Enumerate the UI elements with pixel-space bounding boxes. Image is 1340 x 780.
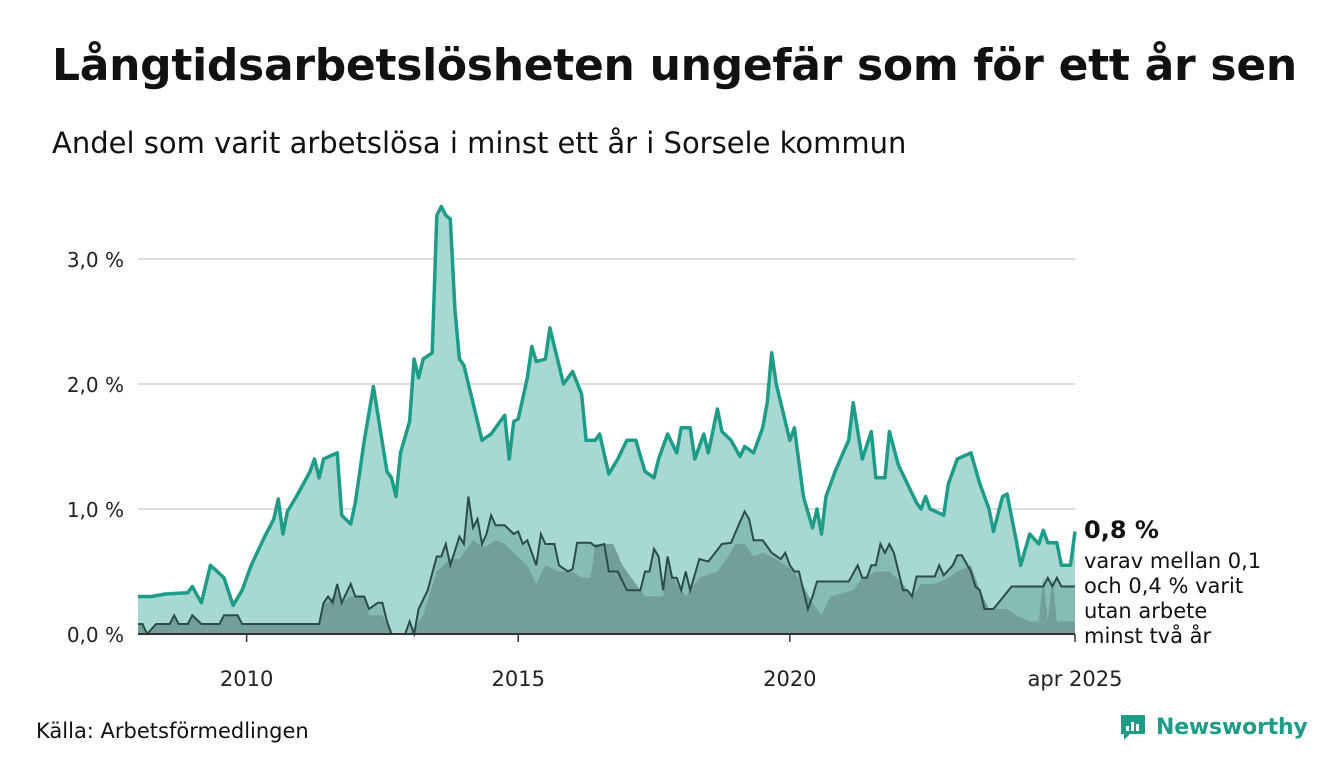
two-year-line (138, 496, 1075, 638)
x-tick-label: 2015 (492, 667, 545, 691)
x-tick-label: 2010 (220, 667, 273, 691)
y-tick-label: 0,0 % (67, 623, 124, 647)
end-annotation: 0,8 % varav mellan 0,1 och 0,4 % varit u… (1084, 516, 1261, 648)
annotation-line: och 0,4 % varit (1084, 574, 1243, 598)
annotation-line: varav mellan 0,1 (1084, 549, 1261, 573)
newsworthy-logo-icon (1121, 715, 1145, 740)
brand-name: Newsworthy (1156, 714, 1308, 740)
annotation-line: utan arbete (1084, 599, 1207, 623)
x-tick-label: apr 2025 (1028, 667, 1123, 691)
annotation-value-label: 0,8 % (1084, 516, 1159, 544)
axes: 2010 2015 2020 apr 2025 (138, 633, 1123, 691)
x-tick-label: 2020 (763, 667, 816, 691)
y-tick-label: 1,0 % (67, 498, 124, 522)
y-tick-label: 2,0 % (67, 373, 124, 397)
area-series (138, 204, 1077, 638)
source-note: Källa: Arbetsförmedlingen (36, 719, 309, 743)
brand-logo[interactable]: Newsworthy (1118, 712, 1308, 742)
chart-subtitle: Andel som varit arbetslösa i minst ett å… (52, 126, 907, 160)
total-line (138, 204, 1077, 608)
chart-title: Långtidsarbetslösheten ungefär som för e… (52, 40, 1297, 91)
y-tick-label: 3,0 % (67, 248, 124, 272)
total-area (138, 206, 1075, 634)
two-year-lower-area (138, 540, 1075, 634)
annotation-line: minst två år (1084, 623, 1212, 648)
